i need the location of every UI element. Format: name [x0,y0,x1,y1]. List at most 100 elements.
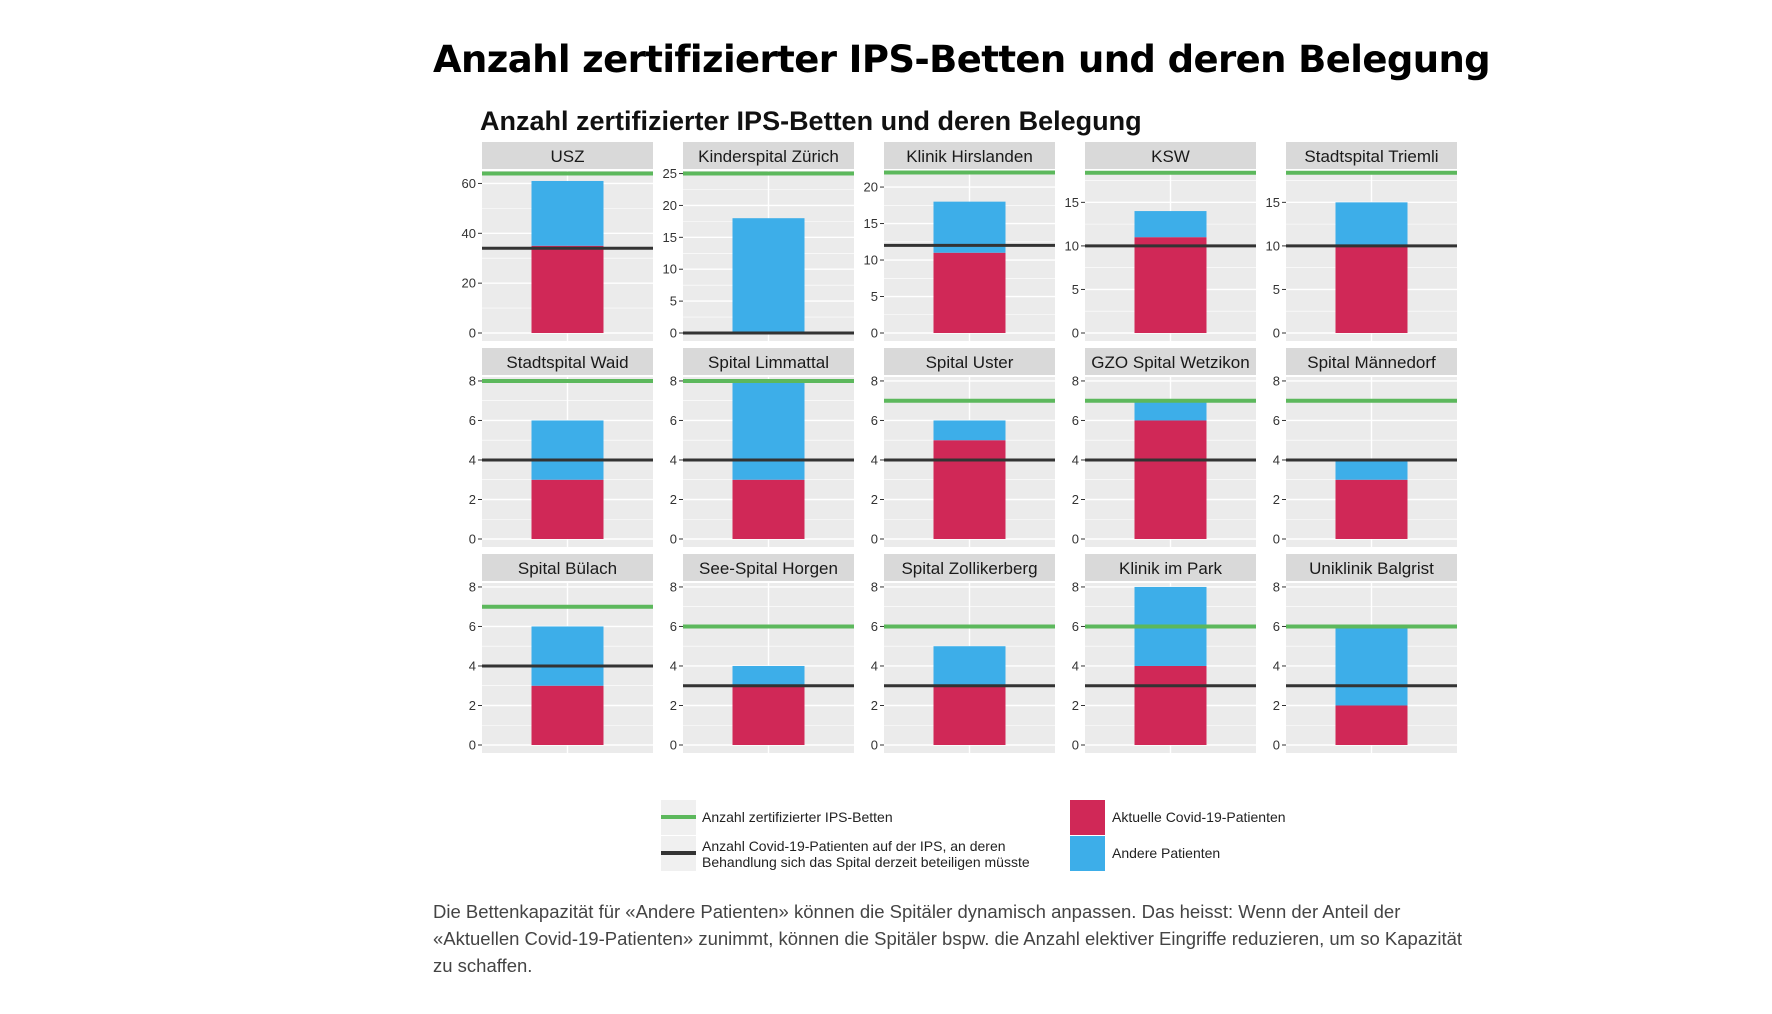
facet-label: KSW [1151,147,1190,166]
facet-label: Spital Limmattal [708,353,829,372]
axis-tick-label: 0 [670,738,677,753]
facet-label: Spital Bülach [518,559,617,578]
axis-tick-label: 2 [1072,492,1079,507]
bar-covid-patients [1134,420,1207,539]
axis-tick-label: 4 [1273,658,1280,673]
legend-label: Andere Patienten [1112,845,1220,861]
facet-kinderspital-zuerich: Kinderspital Zürich 0 5 10 15 20 25 [663,142,854,341]
axis-tick-label: 0 [871,738,878,753]
legend-label: Aktuelle Covid-19-Patienten [1112,809,1286,825]
axis-tick-label: 8 [871,579,878,594]
bar-other-patients [531,626,604,686]
facet-label: GZO Spital Wetzikon [1091,353,1249,372]
legend-label: Behandlung sich das Spital derzeit betei… [702,854,1030,870]
facet-ksw: KSW 0 5 10 15 [1065,142,1256,341]
axis-tick-label: 6 [1072,619,1079,634]
legend-label: Anzahl Covid-19-Patienten auf der IPS, a… [702,838,1006,854]
axis-tick-label: 6 [469,413,476,428]
axis-tick-label: 15 [663,230,677,245]
legend-label: Anzahl zertifizierter IPS-Betten [702,809,893,825]
axis-tick-label: 15 [1065,195,1079,210]
facet-strip [1085,142,1256,169]
axis-tick-label: 40 [462,226,476,241]
facet-spital-zollikerberg: Spital Zollikerberg 0 2 4 6 8 [871,554,1055,753]
axis-tick-label: 4 [670,452,677,467]
axis-tick-label: 2 [1273,492,1280,507]
axis-tick-label: 8 [1273,373,1280,388]
axis-tick-label: 6 [871,619,878,634]
axis-tick-label: 5 [1072,282,1079,297]
axis-tick-label: 4 [469,658,476,673]
bar-covid-patients [1335,245,1408,333]
facet-strip [884,142,1055,169]
bar-covid-patients [1134,237,1207,333]
facet-strip [1286,348,1457,375]
legend-key [1070,836,1105,871]
bar-other-patients [1335,202,1408,246]
axis-tick-label: 4 [1273,452,1280,467]
facet-label: Spital Uster [926,353,1014,372]
axis-tick-label: 0 [670,532,677,547]
bar-covid-patients [933,685,1006,745]
axis-tick-label: 2 [469,492,476,507]
axis-tick-label: 6 [670,619,677,634]
bar-other-patients [732,380,805,480]
axis-tick-label: 20 [663,198,677,213]
axis-tick-label: 10 [1065,238,1079,253]
bar-other-patients [933,420,1006,441]
axis-tick-label: 10 [663,262,677,277]
axis-tick-label: 15 [1266,195,1280,210]
facet-strip [482,554,653,581]
axis-tick-label: 8 [670,373,677,388]
axis-tick-label: 0 [1273,738,1280,753]
bar-other-patients [933,646,1006,686]
page-title: Anzahl zertifizierter IPS-Betten und der… [433,38,1491,81]
facet-stadtspital-triemli: Stadtspital Triemli 0 5 10 15 [1266,142,1457,341]
legend-key [1070,800,1105,835]
facet-strip [683,554,854,581]
bar-covid-patients [1335,479,1408,539]
facet-usz: USZ 0 20 40 60 [462,142,653,341]
bar-covid-patients [732,479,805,539]
axis-tick-label: 0 [871,326,878,341]
facet-klinik-hirslanden: Klinik Hirslanden 0 5 10 15 20 [864,142,1055,341]
axis-tick-label: 0 [1273,532,1280,547]
axis-tick-label: 8 [469,579,476,594]
axis-tick-label: 6 [670,413,677,428]
facet-see-spital-horgen: See-Spital Horgen 0 2 4 6 8 [670,554,854,753]
axis-tick-label: 20 [864,180,878,195]
facet-spital-buelach: Spital Bülach 0 2 4 6 8 [469,554,653,753]
axis-tick-label: 0 [871,532,878,547]
axis-tick-label: 6 [1273,619,1280,634]
bar-other-patients [1335,459,1408,480]
facet-gzo-spital-wetzikon: GZO Spital Wetzikon 0 2 4 6 8 [1072,348,1256,547]
axis-tick-label: 8 [1072,579,1079,594]
facet-strip [683,348,854,375]
axis-tick-label: 4 [1072,452,1079,467]
facet-strip [683,142,854,169]
axis-tick-label: 20 [462,276,476,291]
axis-tick-label: 0 [1072,738,1079,753]
facet-spital-maennedorf: Spital Männedorf 0 2 4 6 8 [1273,348,1457,547]
bar-other-patients [1134,400,1207,421]
facet-label: USZ [551,147,585,166]
legend-item-threshold-line: Anzahl Covid-19-Patienten auf der IPS, a… [661,836,1030,871]
axis-tick-label: 0 [670,326,677,341]
chart-caption: Die Bettenkapazität für «Andere Patiente… [433,901,1463,976]
axis-tick-label: 60 [462,176,476,191]
axis-tick-label: 5 [1273,282,1280,297]
facet-label: Klinik Hirslanden [906,147,1033,166]
legend-item-certified-line: Anzahl zertifizierter IPS-Betten [661,800,893,835]
axis-tick-label: 2 [871,492,878,507]
facet-strip [482,348,653,375]
axis-tick-label: 2 [469,698,476,713]
bar-other-patients [1134,211,1207,238]
axis-tick-label: 2 [670,698,677,713]
axis-tick-label: 10 [1266,238,1280,253]
facet-strip [884,554,1055,581]
facet-label: Spital Zollikerberg [901,559,1037,578]
axis-tick-label: 8 [469,373,476,388]
axis-tick-label: 0 [1273,326,1280,341]
axis-tick-label: 25 [663,166,677,181]
